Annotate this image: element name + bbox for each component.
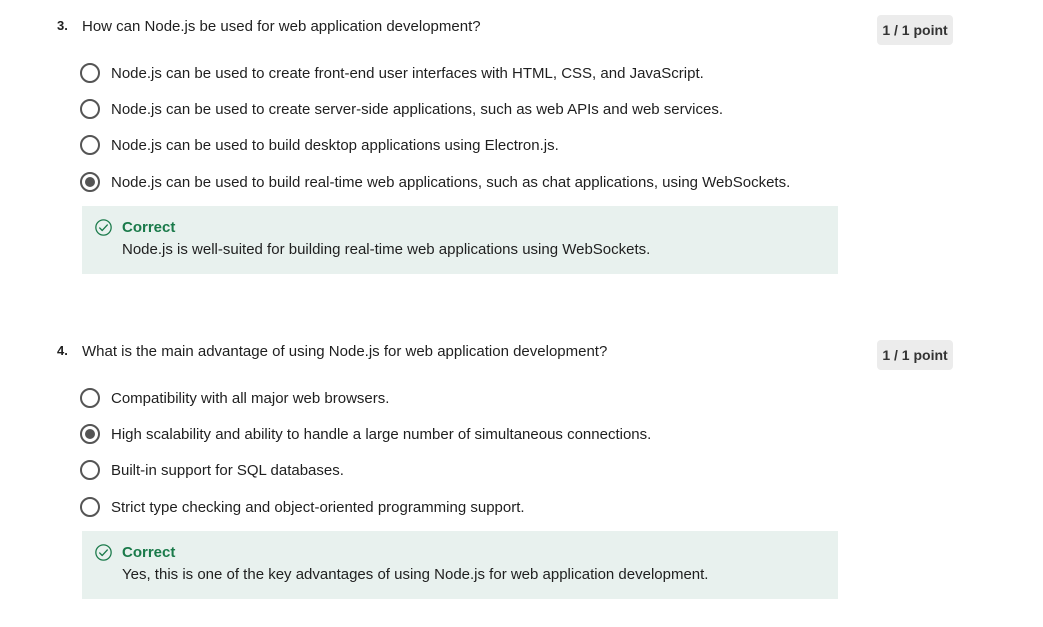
feedback-box: Correct Yes, this is one of the key adva… xyxy=(82,531,838,599)
question-text: What is the main advantage of using Node… xyxy=(82,343,608,360)
radio-button-icon[interactable] xyxy=(80,99,100,119)
radio-button-icon[interactable] xyxy=(80,497,100,517)
radio-button-checked-icon[interactable] xyxy=(80,172,100,192)
question-number: 4. xyxy=(57,343,68,358)
radio-button-icon[interactable] xyxy=(80,460,100,480)
feedback-text: Yes, this is one of the key advantages o… xyxy=(122,566,709,583)
check-circle-icon xyxy=(95,544,112,561)
option-label: Node.js can be used to create front-end … xyxy=(111,64,704,82)
option-q4-3[interactable]: Built-in support for SQL databases. xyxy=(80,459,344,481)
check-circle-icon xyxy=(95,219,112,236)
feedback-title: Correct xyxy=(122,544,176,561)
option-q4-2[interactable]: High scalability and ability to handle a… xyxy=(80,423,651,445)
option-label: Built-in support for SQL databases. xyxy=(111,461,344,479)
feedback-box: Correct Node.js is well-suited for build… xyxy=(82,206,838,274)
option-label: Node.js can be used to create server-sid… xyxy=(111,100,723,118)
radio-button-icon[interactable] xyxy=(80,135,100,155)
option-q4-1[interactable]: Compatibility with all major web browser… xyxy=(80,387,389,409)
question-number: 3. xyxy=(57,18,68,33)
points-badge: 1 / 1 point xyxy=(877,340,953,370)
option-q3-2[interactable]: Node.js can be used to create server-sid… xyxy=(80,98,723,120)
radio-button-icon[interactable] xyxy=(80,63,100,83)
option-label: Strict type checking and object-oriented… xyxy=(111,498,525,516)
option-label: Node.js can be used to build desktop app… xyxy=(111,136,559,154)
radio-button-icon[interactable] xyxy=(80,388,100,408)
points-badge: 1 / 1 point xyxy=(877,15,953,45)
radio-button-checked-icon[interactable] xyxy=(80,424,100,444)
feedback-text: Node.js is well-suited for building real… xyxy=(122,241,651,258)
option-q3-3[interactable]: Node.js can be used to build desktop app… xyxy=(80,134,559,156)
option-label: High scalability and ability to handle a… xyxy=(111,425,652,443)
option-label: Node.js can be used to build real-time w… xyxy=(111,173,791,191)
option-q4-4[interactable]: Strict type checking and object-oriented… xyxy=(80,496,525,518)
option-q3-4[interactable]: Node.js can be used to build real-time w… xyxy=(80,171,790,193)
feedback-title: Correct xyxy=(122,219,176,236)
question-text: How can Node.js be used for web applicat… xyxy=(82,18,481,35)
option-q3-1[interactable]: Node.js can be used to create front-end … xyxy=(80,62,704,84)
option-label: Compatibility with all major web browser… xyxy=(111,389,390,407)
